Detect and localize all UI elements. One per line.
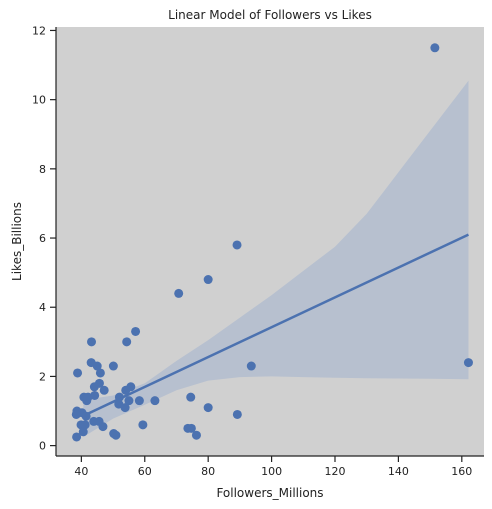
data-point (174, 288, 184, 298)
data-point (82, 396, 92, 406)
data-point (99, 385, 109, 395)
regression-line (82, 233, 469, 417)
x-axis-ticks: 40 60 80 100 120 140 160 (74, 456, 472, 478)
data-point (191, 430, 201, 440)
chart-title: Linear Model of Followers vs Likes (168, 8, 372, 22)
data-point (95, 368, 105, 378)
y-tick-label: 10 (32, 94, 46, 107)
data-point (80, 420, 90, 430)
data-point (90, 390, 100, 400)
data-point (73, 368, 83, 378)
x-tick-label: 80 (201, 465, 215, 478)
y-tick-label: 0 (39, 440, 46, 453)
data-point (72, 432, 82, 442)
data-point (114, 392, 124, 402)
data-point (81, 411, 91, 421)
data-point (121, 385, 131, 395)
data-point (232, 240, 242, 250)
data-point (186, 423, 196, 433)
y-tick-label: 6 (39, 232, 46, 245)
data-point (92, 361, 102, 371)
y-tick-label: 12 (32, 24, 46, 37)
data-point (138, 420, 148, 430)
x-tick-label: 100 (261, 465, 282, 478)
y-tick-label: 8 (39, 163, 46, 176)
y-axis-ticks: 0 2 4 6 8 10 12 (32, 24, 56, 453)
x-tick-label: 160 (451, 465, 472, 478)
data-point (131, 326, 141, 336)
data-point (98, 422, 108, 432)
data-point (124, 396, 134, 406)
data-point (186, 392, 196, 402)
data-point (203, 403, 213, 413)
data-point (89, 382, 99, 392)
x-tick-label: 140 (388, 465, 409, 478)
data-point (87, 337, 97, 347)
y-axis-label: Likes_Billions (10, 202, 24, 281)
data-point (108, 361, 118, 371)
data-point (232, 409, 242, 419)
y-tick-label: 4 (39, 301, 46, 314)
data-point (134, 396, 144, 406)
y-tick-label: 2 (39, 370, 46, 383)
x-tick-label: 40 (74, 465, 88, 478)
data-point (463, 358, 473, 368)
data-point (150, 396, 160, 406)
x-tick-label: 60 (138, 465, 152, 478)
data-point (78, 427, 88, 437)
data-point (122, 337, 132, 347)
data-point (430, 43, 440, 53)
data-point (120, 403, 130, 413)
data-points (71, 43, 473, 442)
x-tick-label: 120 (324, 465, 345, 478)
x-axis-label: Followers_Millions (216, 486, 323, 500)
data-point (203, 275, 213, 285)
data-point (111, 430, 121, 440)
confidence-band (83, 80, 469, 437)
data-point (246, 361, 256, 371)
